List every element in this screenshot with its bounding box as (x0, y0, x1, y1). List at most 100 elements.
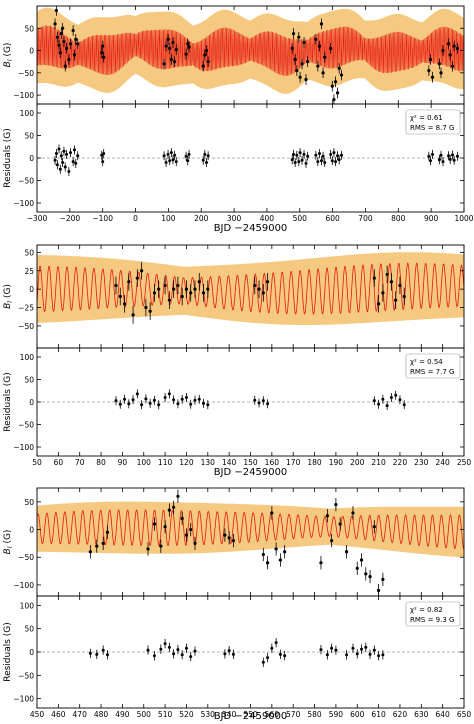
xtick-label-11: 800 (391, 214, 406, 223)
residual-marker-64 (448, 157, 452, 161)
top-data-point-59 (430, 71, 435, 83)
residual-marker-17 (101, 160, 105, 164)
top-marker-20 (201, 291, 206, 295)
residual-marker-34 (372, 648, 376, 652)
top-marker-22 (278, 558, 282, 562)
top-data-point-37 (381, 572, 385, 587)
residual-point-3 (127, 399, 131, 409)
top-data-point-30 (389, 272, 394, 291)
top-marker-35 (291, 32, 296, 36)
residual-point-31 (360, 644, 364, 654)
top-data-point-54 (335, 87, 340, 99)
xtick-label-1: 460 (51, 710, 66, 719)
top-marker-28 (381, 291, 385, 295)
residual-marker-38 (297, 160, 301, 164)
residual-point-12 (71, 157, 75, 167)
residual-marker-23 (169, 151, 173, 155)
top-marker-21 (206, 287, 210, 291)
residual-marker-10 (176, 648, 180, 652)
fit-model-line (37, 509, 464, 550)
residual-marker-56 (339, 153, 343, 157)
top-marker-32 (398, 283, 402, 288)
residual-marker-30 (355, 652, 359, 656)
top-data-point-47 (319, 18, 324, 30)
top-marker-10 (176, 494, 180, 498)
residual-marker-33 (206, 154, 210, 158)
residual-point-18 (193, 395, 197, 405)
top-marker-7 (62, 40, 66, 44)
top-marker-29 (385, 272, 389, 277)
residual-marker-30 (201, 158, 205, 162)
residual-marker-13 (172, 398, 176, 402)
top-data-point-42 (304, 74, 308, 85)
top-data-point-4 (131, 306, 135, 324)
top-data-point-31 (203, 49, 207, 61)
residual-marker-13 (72, 148, 76, 152)
top-data-point-22 (278, 553, 282, 567)
residual-point-4 (146, 645, 150, 655)
top-data-point-0 (53, 18, 57, 30)
xtick-label-4: 100 (161, 214, 176, 223)
residual-marker-4 (58, 167, 62, 171)
residual-marker-16 (100, 153, 104, 157)
residual-point-22 (168, 156, 172, 166)
top-data-point-15 (76, 38, 80, 50)
top-marker-2 (122, 302, 127, 306)
residual-marker-3 (127, 402, 131, 406)
residual-point-62 (441, 157, 445, 167)
top-marker-0 (114, 283, 118, 288)
residual-marker-2 (55, 163, 59, 167)
residual-point-0 (53, 155, 57, 165)
top-data-point-21 (166, 34, 170, 45)
xlabel: BJD −2459000 (214, 467, 288, 478)
xtick-label-13: 580 (307, 710, 322, 719)
residual-point-46 (317, 149, 321, 158)
p0-bot-ytick-label-0: −100 (13, 199, 34, 208)
residual-marker-41 (302, 152, 306, 156)
fit-model-line (37, 25, 464, 76)
top-data-point-8 (167, 503, 171, 517)
residual-point-47 (319, 156, 323, 166)
top-marker-13 (72, 53, 77, 57)
xtick-label-5: 200 (194, 214, 209, 223)
xtick-label-7: 120 (179, 458, 194, 467)
top-data-point-24 (171, 37, 175, 48)
residual-point-32 (204, 158, 208, 167)
xtick-label-17: 620 (393, 710, 408, 719)
top-data-point-17 (189, 283, 193, 302)
residual-marker-29 (385, 404, 389, 408)
residual-point-26 (174, 157, 178, 167)
xtick-label-3: 80 (96, 458, 106, 467)
bottom-ylabel: Residuals (G) (3, 372, 13, 432)
top-marker-54 (335, 91, 340, 95)
residual-point-39 (298, 148, 302, 158)
top-data-point-36 (293, 54, 297, 65)
top-data-point-18 (193, 280, 197, 298)
top-marker-5 (59, 32, 63, 36)
residual-marker-10 (67, 170, 71, 173)
residual-point-60 (437, 155, 441, 165)
residual-marker-15 (76, 154, 80, 158)
top-data-point-48 (321, 67, 325, 79)
residual-marker-19 (197, 397, 201, 401)
top-marker-22 (168, 46, 172, 50)
top-data-point-4 (58, 47, 62, 59)
top-data-point-5 (152, 517, 157, 531)
residual-marker-63 (447, 154, 451, 158)
top-data-point-16 (227, 531, 231, 545)
residual-marker-17 (231, 652, 235, 656)
top-marker-3 (105, 530, 110, 534)
stats-rms: RMS = 8.7 G (410, 124, 454, 132)
p1-top-ytick-label-1: −25 (18, 304, 34, 313)
p2-top-ytick-label-2: 0 (29, 526, 34, 535)
top-ylabel: Bl (G) (3, 530, 14, 555)
xtick-label-13: 1000 (454, 214, 473, 223)
p1-top-ytick-label-4: 50 (24, 248, 34, 257)
top-data-point-23 (257, 280, 261, 298)
residual-marker-13 (189, 655, 193, 659)
top-data-point-5 (59, 28, 63, 39)
top-marker-11 (68, 42, 73, 46)
residual-point-5 (135, 389, 139, 399)
top-data-point-32 (359, 553, 364, 567)
top-marker-17 (189, 291, 193, 295)
